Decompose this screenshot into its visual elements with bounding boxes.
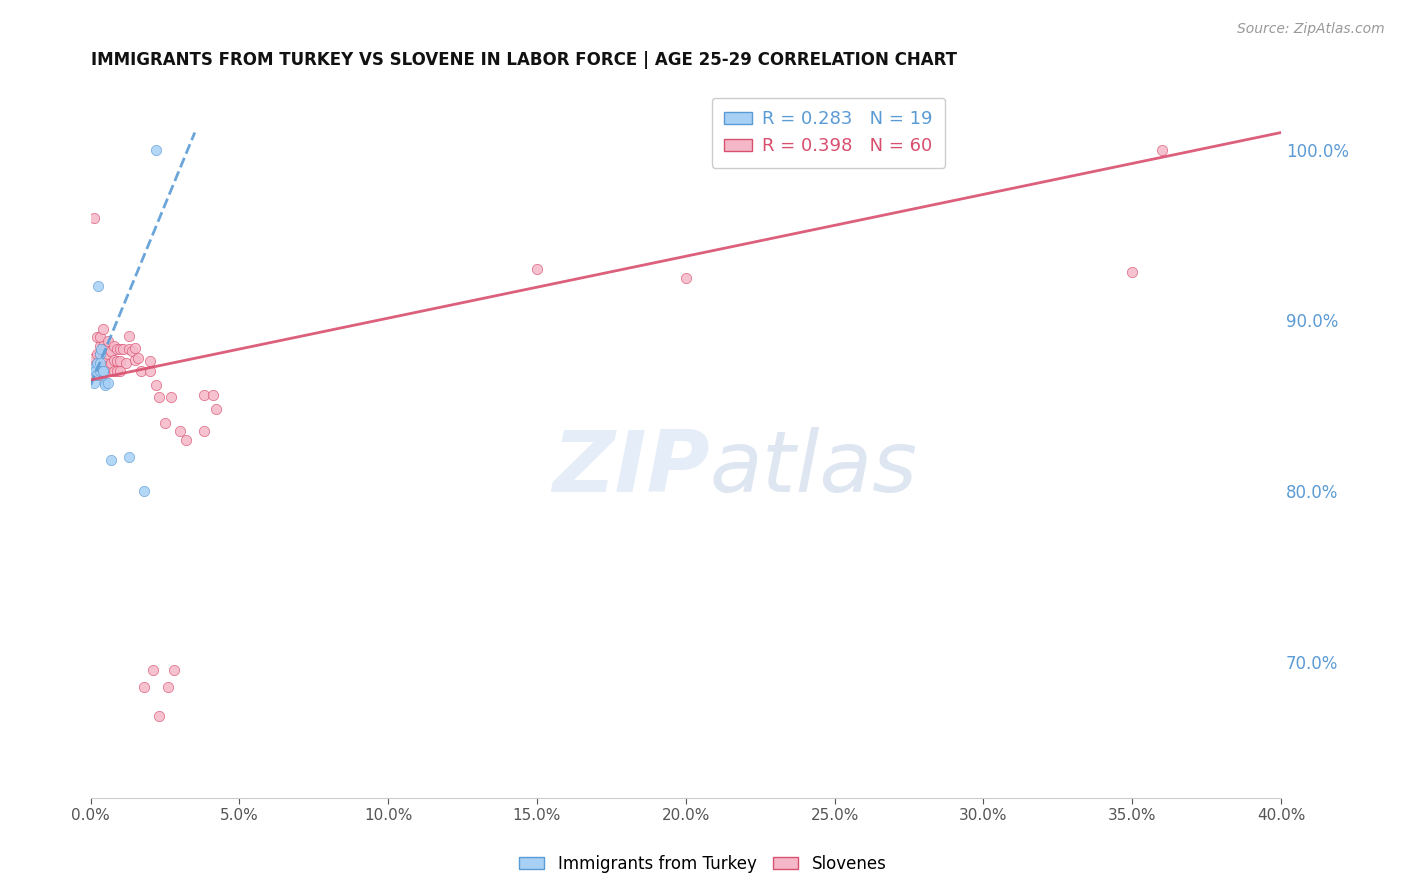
Point <box>124 341 146 355</box>
Point <box>110 354 132 368</box>
Point <box>103 352 125 367</box>
Point <box>86 347 108 361</box>
Point <box>526 262 548 277</box>
Point <box>110 364 132 378</box>
Point <box>94 356 117 370</box>
Point <box>86 364 108 378</box>
Point <box>148 390 170 404</box>
Point <box>118 328 141 343</box>
Point <box>134 483 156 498</box>
Point <box>84 364 107 378</box>
Point <box>91 351 114 365</box>
Point <box>86 330 108 344</box>
Point <box>124 352 146 367</box>
Point <box>91 359 114 374</box>
Point <box>89 356 111 370</box>
Point <box>94 364 117 378</box>
Point <box>204 402 226 417</box>
Point <box>127 351 149 365</box>
Point <box>86 368 108 382</box>
Point <box>129 364 152 378</box>
Point <box>97 334 120 348</box>
Text: ZIP: ZIP <box>553 427 710 510</box>
Point <box>148 709 170 723</box>
Point <box>89 347 111 361</box>
Point <box>94 351 117 365</box>
Point <box>115 356 138 370</box>
Point <box>193 388 215 402</box>
Point <box>94 343 117 357</box>
Point <box>91 322 114 336</box>
Point <box>87 279 110 293</box>
Point <box>118 343 141 357</box>
Point <box>103 339 125 353</box>
Point <box>675 270 697 285</box>
Point <box>103 364 125 378</box>
Point <box>139 354 162 368</box>
Point <box>97 347 120 361</box>
Point <box>83 368 105 382</box>
Point <box>94 378 117 392</box>
Point <box>91 364 114 378</box>
Legend: R = 0.283   N = 19, R = 0.398   N = 60: R = 0.283 N = 19, R = 0.398 N = 60 <box>711 97 945 168</box>
Point <box>1121 265 1143 279</box>
Point <box>100 356 122 370</box>
Point <box>83 361 105 376</box>
Point <box>142 663 165 677</box>
Point <box>153 416 176 430</box>
Point <box>174 433 197 447</box>
Point <box>110 343 132 357</box>
Point <box>89 347 111 361</box>
Point <box>163 663 186 677</box>
Point <box>105 354 128 368</box>
Point <box>169 424 191 438</box>
Point <box>91 339 114 353</box>
Point <box>1150 143 1173 157</box>
Point <box>105 343 128 357</box>
Point <box>89 364 111 378</box>
Point <box>83 359 105 374</box>
Point <box>193 424 215 438</box>
Point <box>156 680 179 694</box>
Point <box>100 453 122 467</box>
Point <box>121 343 143 358</box>
Point <box>89 368 111 382</box>
Point <box>91 364 114 378</box>
Point <box>201 388 224 402</box>
Point <box>134 680 156 694</box>
Point <box>86 356 108 370</box>
Point <box>83 376 105 391</box>
Point <box>89 330 111 344</box>
Text: Source: ZipAtlas.com: Source: ZipAtlas.com <box>1237 22 1385 37</box>
Point <box>118 450 141 464</box>
Point <box>83 351 105 365</box>
Point <box>160 390 183 404</box>
Point <box>83 211 105 225</box>
Point <box>97 359 120 374</box>
Point <box>90 343 112 357</box>
Point <box>89 356 111 370</box>
Point <box>94 376 117 391</box>
Text: atlas: atlas <box>710 427 918 510</box>
Point <box>100 343 122 358</box>
Legend: Immigrants from Turkey, Slovenes: Immigrants from Turkey, Slovenes <box>513 848 893 880</box>
Point <box>86 356 108 370</box>
Point <box>145 143 167 157</box>
Point <box>97 376 120 391</box>
Point <box>105 364 128 378</box>
Point <box>112 343 135 357</box>
Point <box>145 378 167 392</box>
Point <box>89 339 111 353</box>
Point <box>139 364 162 378</box>
Text: IMMIGRANTS FROM TURKEY VS SLOVENE IN LABOR FORCE | AGE 25-29 CORRELATION CHART: IMMIGRANTS FROM TURKEY VS SLOVENE IN LAB… <box>90 51 956 69</box>
